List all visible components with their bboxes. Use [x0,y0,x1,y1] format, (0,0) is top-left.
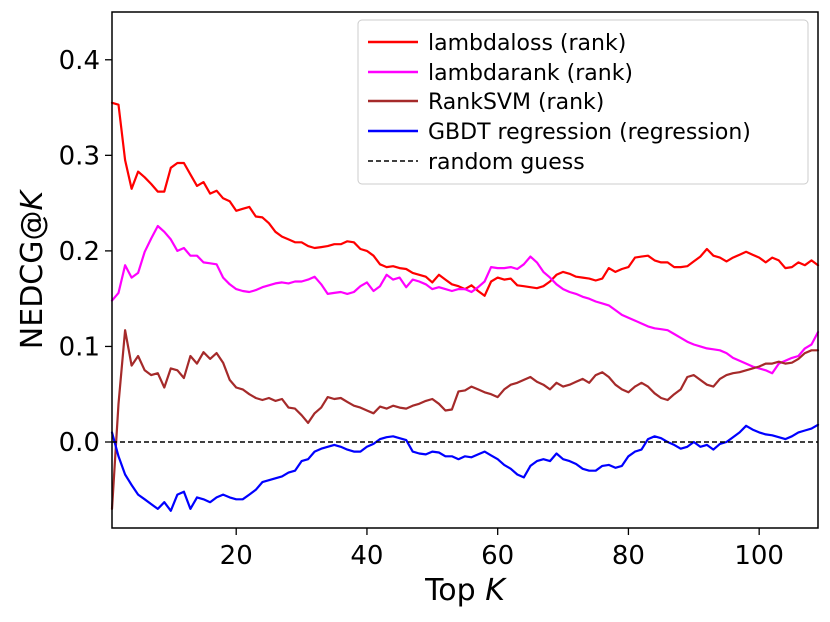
series-line-1 [110,224,820,375]
legend-label-random-guess: random guess [428,150,585,175]
plot-frame [111,11,819,529]
legend-label-lambdarank: lambdarank (rank) [428,61,633,86]
x-tick-label: 40 [350,541,383,571]
x-axis-title-var: K [485,573,507,608]
series-line-2 [110,329,820,510]
x-axis-title-text: Top [424,573,476,608]
y-tick-label: 0.2 [59,237,100,267]
plot-lines [110,101,820,512]
x-tick-label: 80 [612,541,645,571]
series-line-3 [110,423,820,512]
legend-box [357,19,809,185]
y-axis-title-text: NEDCG@ [15,210,50,349]
legend-label-lambdaloss: lambdaloss (rank) [428,31,626,56]
legend: lambdaloss (rank) lambdarank (rank) Rank… [357,19,809,185]
y-axis-title: NEDCG@K [15,188,50,349]
y-axis: 0.0 0.1 0.2 0.3 0.4 [59,46,112,458]
y-axis-title-var: K [15,188,50,210]
y-tick-label: 0.0 [59,428,100,458]
x-axis-title: Top K [424,573,507,608]
legend-label-ranksvm: RankSVM (rank) [428,90,604,115]
y-tick-label: 0.1 [59,332,100,362]
x-tick-label: 60 [481,541,514,571]
legend-label-gbdt: GBDT regression (regression) [428,120,751,145]
y-tick-label: 0.4 [59,46,100,76]
y-tick-label: 0.3 [59,141,100,171]
x-axis: 20 40 60 80 100 [220,528,784,571]
x-tick-label: 100 [734,541,784,571]
x-tick-label: 20 [220,541,253,571]
